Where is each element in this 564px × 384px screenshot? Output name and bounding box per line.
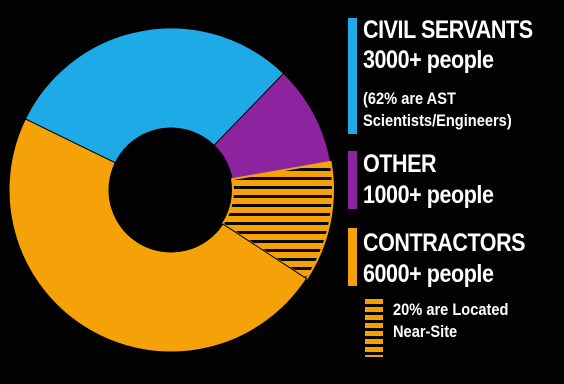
other-legend-bar	[348, 151, 357, 209]
contractors-count: 6000+ people	[363, 260, 494, 288]
donut-slice-contractors	[8, 118, 308, 353]
civil-servants-note-line1: (62% are AST	[363, 89, 456, 108]
contractors-title: CONTRACTORS	[363, 229, 526, 257]
near-site-note-line1: 20% are Located	[393, 300, 509, 319]
donut-slice-civil-servants	[24, 27, 285, 164]
civil-servants-count: 3000+ people	[363, 46, 494, 74]
other-count: 1000+ people	[363, 181, 494, 209]
contractors-legend-bar	[348, 228, 357, 286]
near-site-note-line2: Near-Site	[393, 322, 458, 341]
other-title: OTHER	[363, 150, 437, 178]
civil-servants-legend-bar	[348, 18, 357, 134]
civil-servants-title: CIVIL SERVANTS	[363, 16, 533, 44]
civil-servants-note-line2: Scientists/Engineers)	[363, 111, 512, 130]
near-site-hatch-swatch	[365, 299, 383, 357]
